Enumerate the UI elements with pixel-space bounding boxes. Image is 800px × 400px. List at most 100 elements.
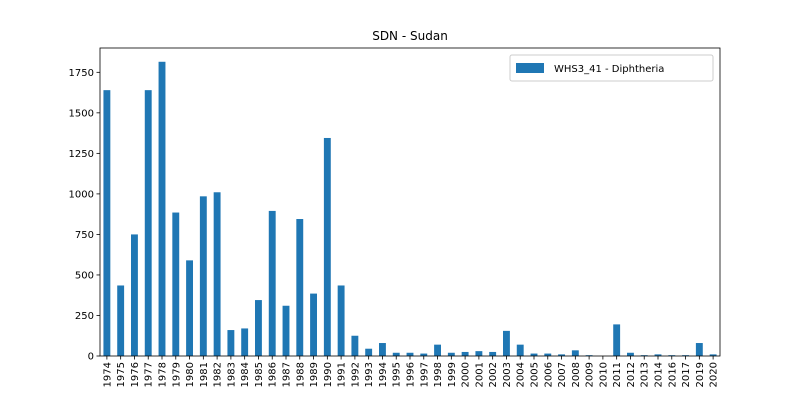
bar-1995 — [392, 352, 400, 356]
bar-1992 — [351, 335, 359, 356]
bar-1981 — [199, 196, 207, 356]
x-tick-label-2005: 2005 — [530, 362, 541, 387]
x-tick-label-1998: 1998 — [433, 362, 444, 387]
chart-title: SDN - Sudan — [372, 29, 448, 43]
bar-1998 — [434, 344, 441, 356]
x-tick-label-1984: 1984 — [240, 362, 251, 387]
x-tick-label-1993: 1993 — [364, 362, 375, 387]
bar-1987 — [282, 305, 290, 356]
bar-2003 — [503, 330, 510, 356]
x-tick-label-1991: 1991 — [337, 362, 348, 387]
x-tick-label-1974: 1974 — [102, 362, 113, 387]
legend-label: WHS3_41 - Diphtheria — [554, 64, 664, 75]
x-tick-label-1997: 1997 — [419, 362, 430, 387]
y-tick-label-750: 750 — [75, 230, 94, 241]
x-tick-label-1990: 1990 — [323, 362, 334, 387]
bar-2017 — [682, 355, 689, 356]
x-tick-label-1979: 1979 — [171, 362, 182, 387]
bar-2019 — [695, 343, 703, 356]
x-tick-label-2012: 2012 — [626, 362, 637, 387]
bar-1982 — [213, 192, 221, 356]
plot-area: 1974 1975 1976 1977 1978 1979 1980 1981 1982 1983… — [69, 47, 721, 387]
x-tick-label-1981: 1981 — [199, 362, 210, 387]
x-tick-label-1989: 1989 — [309, 362, 320, 387]
y-tick-label-1750: 1750 — [69, 68, 94, 79]
bar-1983 — [227, 330, 235, 356]
bar-1989 — [310, 293, 317, 356]
bar-1997 — [420, 353, 428, 356]
x-tick-label-2008: 2008 — [571, 362, 582, 387]
legend-swatch — [516, 63, 544, 73]
x-tick-label-1995: 1995 — [392, 362, 403, 387]
bar-2008 — [571, 350, 579, 356]
x-tick-label-2006: 2006 — [543, 362, 554, 387]
x-tick-label-2004: 2004 — [516, 362, 527, 387]
x-tick-label-2013: 2013 — [640, 362, 651, 387]
x-tick-label-1983: 1983 — [226, 362, 237, 387]
bar-2009 — [585, 355, 593, 356]
x-tick-label-1994: 1994 — [378, 362, 389, 387]
x-tick-label-2011: 2011 — [612, 362, 623, 387]
y-tick-label-500: 500 — [75, 270, 94, 281]
x-tick-label-2016: 2016 — [667, 362, 678, 387]
bar-2006 — [544, 353, 552, 356]
y-tick-label-250: 250 — [75, 311, 94, 322]
bar-1975 — [117, 285, 125, 356]
y-tick-label-1250: 1250 — [69, 149, 94, 160]
x-tick-label-2019: 2019 — [695, 362, 706, 387]
x-tick-label-1982: 1982 — [213, 362, 224, 387]
bar-1979 — [172, 212, 180, 356]
x-tick-label-1996: 1996 — [406, 362, 417, 387]
x-tick-label-2002: 2002 — [488, 362, 499, 387]
axes-frame — [99, 47, 721, 357]
bar-2005 — [530, 353, 538, 356]
bar-1985 — [255, 300, 262, 356]
y-tick-label-1000: 1000 — [69, 189, 94, 200]
bar-1990 — [323, 137, 331, 356]
bar-1976 — [131, 234, 138, 356]
x-tick-label-1992: 1992 — [350, 362, 361, 387]
x-tick-label-1975: 1975 — [116, 362, 127, 387]
x-tick-label-2000: 2000 — [461, 362, 472, 387]
bar-1980 — [186, 260, 193, 356]
x-tick-label-2014: 2014 — [654, 362, 665, 387]
bar-2014 — [654, 354, 662, 356]
bar-2004 — [516, 344, 524, 356]
x-tick-label-1978: 1978 — [158, 362, 169, 387]
legend-box — [509, 54, 714, 82]
x-tick-label-2001: 2001 — [474, 362, 485, 387]
x-tick-label-2003: 2003 — [502, 362, 513, 387]
bar-1991 — [337, 285, 345, 356]
bar-1984 — [241, 328, 249, 356]
bar-1994 — [379, 343, 386, 356]
x-tick-label-2010: 2010 — [598, 362, 609, 387]
bar-2016 — [668, 355, 676, 356]
bar-2000 — [461, 351, 469, 356]
bar-1999 — [447, 352, 455, 356]
y-tick-label-1500: 1500 — [69, 108, 94, 119]
x-tick-label-1999: 1999 — [447, 362, 458, 387]
x-tick-label-1985: 1985 — [254, 362, 265, 387]
bar-2012 — [627, 352, 634, 356]
x-tick-label-1988: 1988 — [295, 362, 306, 387]
bar-2013 — [640, 355, 648, 356]
x-tick-label-2020: 2020 — [709, 362, 720, 387]
x-tick-label-2017: 2017 — [681, 362, 692, 387]
bar-1993 — [365, 348, 373, 356]
legend: WHS3_41 - Diphtheria — [509, 54, 714, 82]
x-tick-label-1986: 1986 — [268, 362, 279, 387]
bar-1974 — [103, 90, 111, 357]
y-tick-label-0: 0 — [88, 352, 94, 363]
x-tick-label-1987: 1987 — [282, 362, 293, 387]
bar-1986 — [268, 210, 276, 356]
bar-2002 — [489, 351, 497, 356]
bar-2007 — [558, 354, 565, 356]
bar-2020 — [709, 354, 717, 356]
x-tick-label-2007: 2007 — [557, 362, 568, 387]
bar-1977 — [144, 90, 152, 357]
bar-2001 — [475, 351, 483, 356]
bar-1978 — [158, 61, 166, 356]
bar-1988 — [296, 219, 304, 356]
x-tick-label-2009: 2009 — [585, 362, 596, 387]
